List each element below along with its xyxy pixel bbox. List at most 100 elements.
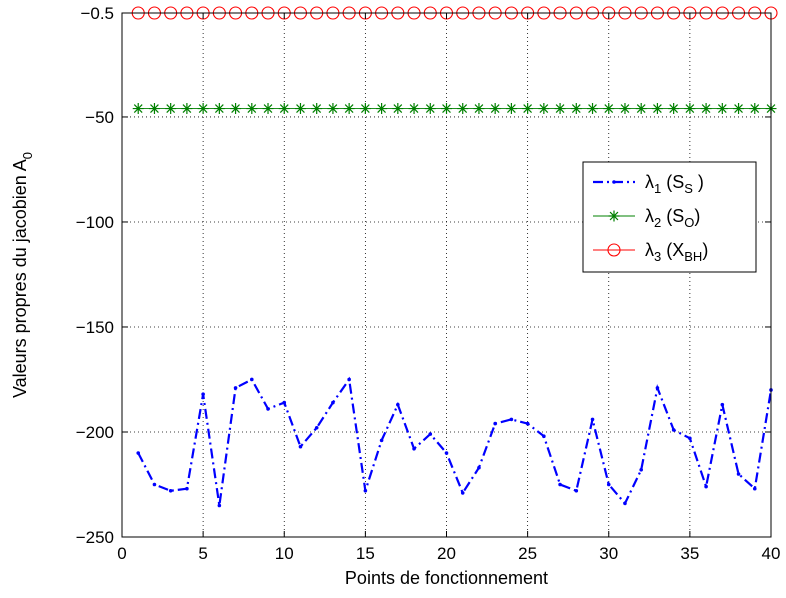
data-point — [651, 103, 663, 115]
data-point — [132, 103, 144, 115]
data-point — [266, 407, 270, 411]
data-point — [294, 103, 306, 115]
data-point — [347, 377, 351, 382]
data-point — [217, 503, 222, 508]
axis-ticks: 0 5 10 15 20 25 30 35 40 −0.5 −50 −100 −150 −200 −250 — [76, 4, 781, 563]
x-tick-label: 40 — [762, 544, 781, 563]
data-point — [493, 421, 497, 426]
data-point — [250, 377, 254, 382]
data-point — [444, 451, 449, 455]
data-point — [327, 103, 339, 115]
legend-item-2: λ2 (SO) — [593, 206, 700, 230]
data-point — [639, 467, 643, 472]
data-point — [201, 392, 205, 396]
data-point — [590, 417, 595, 422]
y-axis-label-subscript: 0 — [20, 152, 35, 159]
data-point — [668, 103, 680, 115]
data-point — [262, 103, 274, 115]
x-tick-label: 35 — [680, 544, 699, 563]
data-point — [408, 103, 420, 115]
y-tick-label: −50 — [85, 108, 114, 127]
data-point — [505, 103, 517, 115]
legend-box — [582, 161, 757, 273]
series-2 — [132, 103, 777, 115]
data-point — [587, 103, 599, 115]
data-point — [359, 103, 371, 115]
data-point — [148, 103, 160, 115]
x-tick-label: 25 — [518, 544, 537, 563]
data-point — [538, 103, 550, 115]
data-point — [314, 425, 319, 430]
y-tick-label: −150 — [76, 318, 114, 337]
x-tick-label: 5 — [198, 544, 207, 563]
series-line — [137, 376, 773, 506]
y-tick-label: −200 — [76, 423, 114, 442]
x-tick-label: 15 — [356, 544, 375, 563]
data-point — [181, 103, 193, 115]
x-tick-label: 0 — [117, 544, 126, 563]
data-point — [136, 451, 141, 455]
data-point — [282, 400, 287, 405]
grid-lines — [122, 13, 771, 537]
data-point — [412, 446, 416, 451]
data-point — [749, 103, 761, 115]
legend-marker — [607, 243, 621, 257]
data-point — [733, 103, 745, 115]
x-axis-label: Points de fonctionnement — [345, 568, 548, 588]
y-tick-label: −250 — [76, 528, 114, 547]
data-point — [554, 103, 566, 115]
legend: λ1 (SS ) λ2 (SO) λ3 (XBH) — [582, 161, 757, 273]
data-point — [542, 434, 546, 438]
data-point — [655, 386, 660, 390]
data-point — [509, 417, 514, 422]
data-point — [736, 472, 741, 476]
data-point — [152, 482, 157, 487]
data-point — [460, 491, 465, 495]
data-point — [457, 103, 469, 115]
data-point — [233, 386, 238, 390]
data-point — [230, 103, 242, 115]
x-tick-label: 10 — [275, 544, 294, 563]
data-point — [489, 103, 501, 115]
data-point — [619, 103, 631, 115]
data-point — [311, 103, 323, 115]
data-point — [752, 486, 757, 491]
data-point — [165, 103, 177, 115]
x-tick-label: 20 — [437, 544, 456, 563]
data-point — [185, 486, 189, 491]
data-point — [379, 438, 384, 443]
data-point — [522, 103, 534, 115]
legend-item-3: λ3 (XBH) — [593, 240, 708, 264]
legend-label: λ1 (SS ) — [645, 172, 704, 196]
data-point — [298, 444, 303, 449]
data-point — [477, 465, 481, 470]
legend-label: λ2 (SO) — [645, 206, 700, 230]
data-point — [343, 103, 355, 115]
data-point — [688, 436, 692, 441]
y-tick-label: −0.5 — [80, 4, 114, 23]
data-point — [331, 400, 335, 405]
data-point — [570, 103, 582, 115]
y-axis-label: Valeurs propres du jacobien A0 — [10, 152, 35, 398]
legend-marker — [612, 180, 616, 184]
data-point — [424, 103, 436, 115]
data-point — [376, 103, 388, 115]
data-point — [441, 103, 452, 115]
data-point — [197, 103, 209, 115]
data-point — [363, 488, 368, 493]
legend-label: λ3 (XBH) — [645, 240, 708, 264]
data-point — [635, 103, 647, 115]
data-point — [558, 482, 562, 487]
data-point — [720, 402, 725, 407]
legend-item-1: λ1 (SS ) — [593, 172, 704, 196]
data-point — [606, 482, 611, 487]
data-point — [603, 103, 615, 115]
data-point — [623, 501, 627, 506]
data-point — [574, 488, 579, 493]
y-tick-label: −100 — [76, 213, 114, 232]
data-point — [716, 103, 728, 115]
data-point — [671, 428, 676, 432]
data-point — [246, 103, 258, 115]
